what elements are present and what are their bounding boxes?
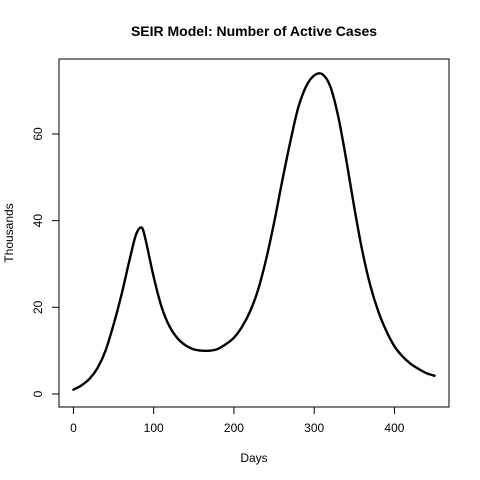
y-tick-label: 40 — [31, 214, 45, 228]
x-axis-label: Days — [240, 451, 267, 465]
x-tick-label: 0 — [70, 421, 77, 435]
y-tick-label: 0 — [31, 390, 45, 397]
x-tick-label: 400 — [384, 421, 404, 435]
y-axis-label: Thousands — [2, 203, 16, 262]
x-axis: 0 100 200 300 400 — [70, 406, 405, 435]
x-tick-label: 300 — [304, 421, 324, 435]
y-tick-label: 20 — [31, 300, 45, 314]
x-tick-label: 200 — [224, 421, 244, 435]
x-tick-label: 100 — [144, 421, 164, 435]
chart-title: SEIR Model: Number of Active Cases — [131, 23, 377, 39]
y-axis: 0 20 40 60 — [31, 127, 60, 397]
plot-frame — [58, 58, 450, 408]
y-tick-label: 60 — [31, 127, 45, 141]
series-line — [72, 72, 436, 391]
